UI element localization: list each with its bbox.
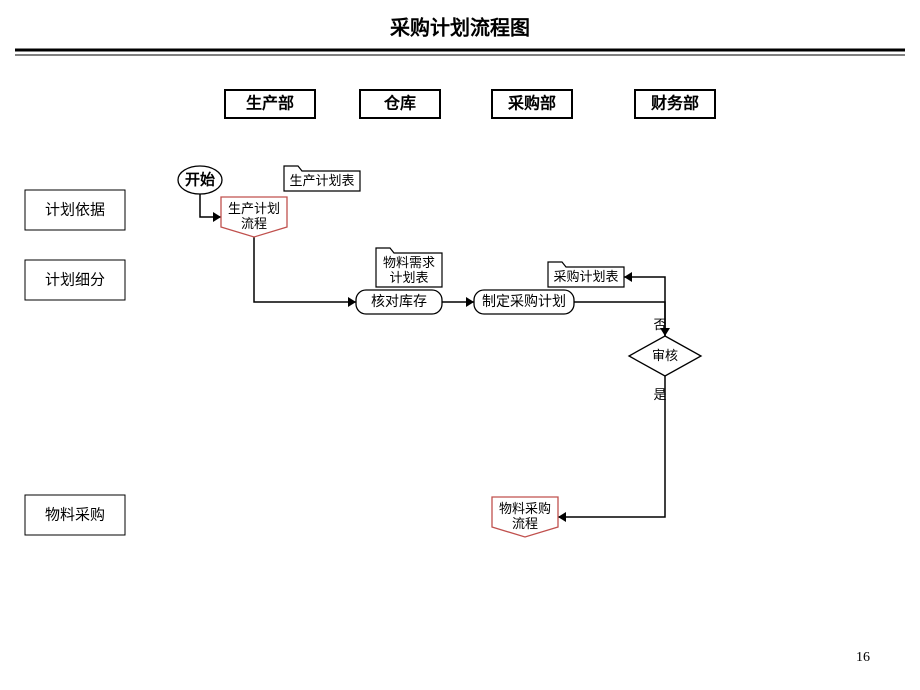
decision-label-yes: 是 — [653, 387, 666, 402]
node-material-purchase-flow-label2: 流程 — [512, 516, 538, 531]
dept-header-label: 财务部 — [650, 94, 699, 113]
node-prod-plan-sheet-label: 生产计划表 — [289, 173, 354, 188]
page-number: 16 — [856, 650, 870, 665]
node-make-purchase-plan-label: 制定采购计划 — [482, 294, 566, 310]
node-material-purchase-flow-label1: 物料采购 — [499, 501, 551, 516]
arrow-prodflow-down-to-check-head — [348, 297, 356, 307]
arrow-review-yes-down — [558, 376, 665, 517]
row-label: 计划依据 — [45, 201, 105, 218]
node-material-demand-sheet-label1: 物料需求 — [383, 255, 435, 270]
decision-label-no: 否 — [653, 317, 666, 332]
node-material-demand-sheet-label2: 计划表 — [389, 270, 428, 285]
dept-header-label: 采购部 — [507, 94, 556, 113]
node-check-stock-label: 核对库存 — [371, 294, 427, 310]
row-label: 物料采购 — [45, 506, 105, 523]
node-start-label: 开始 — [185, 170, 215, 188]
node-review-label: 审核 — [652, 348, 678, 363]
flowchart-canvas: 采购计划流程图生产部 仓库 采购部 财务部计划依据计划细分物料采购 开始 生产计划表生产计… — [0, 0, 920, 690]
node-prod-plan-flow-label1: 生产计划 — [228, 201, 280, 216]
arrow-prodflow-down-to-check — [254, 237, 356, 302]
dept-header-label: 生产部 — [246, 94, 294, 113]
arrow-review-no-back-head — [624, 272, 632, 282]
node-prod-plan-flow-label2: 流程 — [241, 216, 267, 231]
arrow-makeplan-to-review — [574, 302, 665, 336]
page-title: 采购计划流程图 — [390, 16, 530, 40]
arrow-start-to-prodflow — [200, 194, 221, 217]
node-purchase-plan-sheet-label: 采购计划表 — [553, 269, 618, 284]
arrow-review-yes-down-head — [558, 512, 566, 522]
dept-header-label: 仓库 — [383, 94, 416, 113]
row-label: 计划细分 — [45, 271, 105, 288]
arrow-check-to-makeplan-head — [466, 297, 474, 307]
arrow-start-to-prodflow-head — [213, 212, 221, 222]
